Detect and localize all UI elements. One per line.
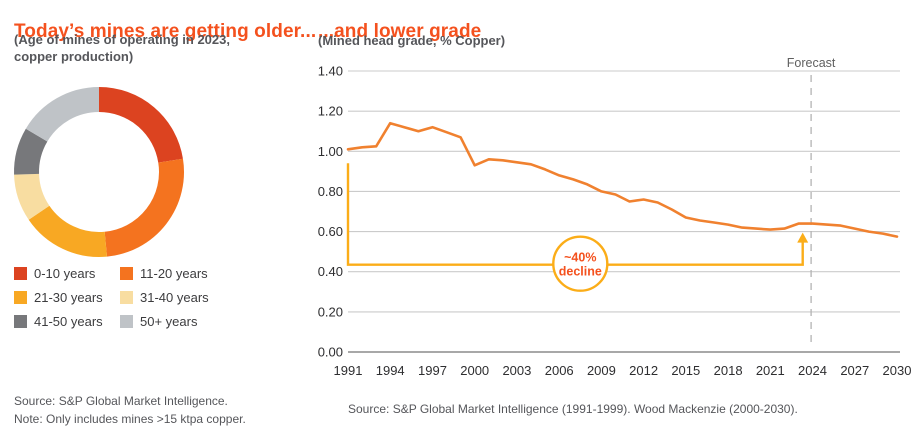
x-tick-label: 2027 [840, 363, 869, 378]
right-chart-title: ...and lower grade [318, 20, 482, 42]
x-tick-label: 2012 [629, 363, 658, 378]
left-chart-subtitle-line1: (Age of mines of operating in 2023, [14, 32, 230, 47]
legend-item-31-40-years: 31-40 years [120, 290, 209, 305]
x-tick-label: 2021 [756, 363, 785, 378]
x-tick-label: 1997 [418, 363, 447, 378]
legend-item-21-30-years: 21-30 years [14, 290, 120, 305]
legend-label: 21-30 years [34, 290, 103, 305]
left-source-text: Source: S&P Global Market Intelligence. [14, 394, 228, 408]
x-tick-label: 2015 [671, 363, 700, 378]
decline-badge-circle [552, 235, 609, 292]
legend-label: 50+ years [140, 314, 198, 329]
y-tick-label: 1.00 [318, 144, 343, 159]
legend-swatch-41-50-years [14, 315, 27, 328]
legend-label: 11-20 years [140, 266, 208, 281]
right-chart-subtitle: (Mined head grade, % Copper) [318, 33, 506, 48]
x-tick-label: 2000 [460, 363, 489, 378]
donut-segment-41-50-years [14, 128, 48, 175]
right-source-text: Source: S&P Global Market Intelligence (… [348, 402, 798, 416]
legend-swatch-21-30-years [14, 291, 27, 304]
head-grade-line [346, 121, 899, 238]
legend-swatch-11-20-years [120, 267, 133, 280]
decline-arrowhead [797, 232, 809, 243]
decline-badge-text-line2: decline [559, 265, 602, 279]
y-tick-label: 0.60 [318, 224, 343, 239]
x-tick-label: 2003 [502, 363, 531, 378]
legend-item-11-20-years: 11-20 years [120, 266, 209, 281]
donut-segment-21-30-years [28, 205, 107, 257]
x-tick-label: 2030 [883, 363, 912, 378]
head-grade-line-chart: 0.00 0.20 0.40 0.60 0.80 1.00 1.20 1.40 1991 1994… [318, 56, 912, 378]
legend-swatch-0-10-years [14, 267, 27, 280]
donut-legend: 0-10 years 11-20 years 21-30 years 31-40 ye… [14, 266, 209, 329]
donut-segment-31-40-years [14, 173, 50, 220]
y-tick-label: 0.00 [318, 345, 343, 360]
x-tick-label: 2018 [714, 363, 743, 378]
decline-badge-text-line1: ~40% [564, 251, 596, 265]
donut-segment-0-10-years [98, 87, 183, 164]
forecast-label: Forecast [787, 56, 836, 70]
legend-swatch-50plus-years [120, 315, 133, 328]
left-chart-subtitle: (Age of mines of operating in 2023, copp… [14, 32, 230, 65]
y-tick-label: 0.80 [318, 184, 343, 199]
legend-label: 0-10 years [34, 266, 96, 281]
legend-swatch-31-40-years [120, 291, 133, 304]
y-tick-label: 1.20 [318, 104, 343, 119]
left-chart-title: Today’s mines are getting older... [14, 20, 317, 42]
donut-segment-11-20-years [104, 158, 184, 257]
y-tick-label: 0.20 [318, 304, 343, 319]
x-tick-label: 1991 [334, 363, 363, 378]
legend-label: 41-50 years [34, 314, 103, 329]
y-tick-label: 0.40 [318, 264, 343, 279]
x-tick-label: 2024 [798, 363, 827, 378]
left-chart-subtitle-line2: copper production) [14, 48, 134, 64]
left-note-text: Note: Only includes mines >15 ktpa coppe… [14, 412, 246, 426]
donut-segment-50plus-years [25, 87, 100, 142]
mine-age-donut-chart [14, 87, 184, 257]
left-source-block: Source: S&P Global Market Intelligence. … [14, 392, 246, 428]
x-tick-label: 2006 [545, 363, 574, 378]
y-tick-label: 1.40 [318, 64, 343, 79]
x-tick-label: 1994 [376, 363, 405, 378]
legend-label: 31-40 years [140, 290, 209, 305]
legend-item-0-10-years: 0-10 years [14, 266, 120, 281]
legend-item-50plus-years: 50+ years [120, 314, 209, 329]
legend-item-41-50-years: 41-50 years [14, 314, 120, 329]
x-tick-label: 2009 [587, 363, 616, 378]
